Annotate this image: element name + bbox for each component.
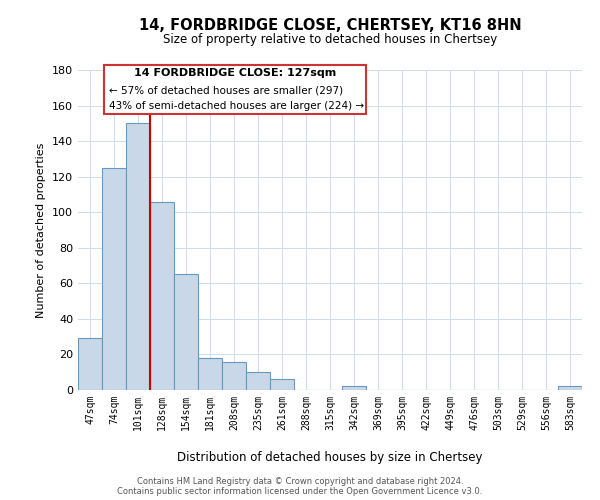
Text: Contains public sector information licensed under the Open Government Licence v3: Contains public sector information licen… [118, 486, 482, 496]
Bar [558, 386, 582, 390]
FancyBboxPatch shape [104, 64, 366, 114]
Text: 14 FORDBRIDGE CLOSE: 127sqm: 14 FORDBRIDGE CLOSE: 127sqm [134, 68, 337, 78]
Bar [270, 380, 294, 390]
Y-axis label: Number of detached properties: Number of detached properties [37, 142, 46, 318]
Bar [222, 362, 246, 390]
Bar [174, 274, 198, 390]
Text: ← 57% of detached houses are smaller (297): ← 57% of detached houses are smaller (29… [109, 86, 344, 96]
Bar [150, 202, 174, 390]
Bar [246, 372, 270, 390]
Text: 14, FORDBRIDGE CLOSE, CHERTSEY, KT16 8HN: 14, FORDBRIDGE CLOSE, CHERTSEY, KT16 8HN [139, 18, 521, 32]
Text: Size of property relative to detached houses in Chertsey: Size of property relative to detached ho… [163, 32, 497, 46]
Bar [78, 338, 102, 390]
Text: Distribution of detached houses by size in Chertsey: Distribution of detached houses by size … [177, 451, 483, 464]
Text: 43% of semi-detached houses are larger (224) →: 43% of semi-detached houses are larger (… [109, 102, 365, 112]
Bar [126, 124, 150, 390]
Bar [342, 386, 366, 390]
Text: Contains HM Land Registry data © Crown copyright and database right 2024.: Contains HM Land Registry data © Crown c… [137, 476, 463, 486]
Bar [102, 168, 126, 390]
Bar [198, 358, 222, 390]
